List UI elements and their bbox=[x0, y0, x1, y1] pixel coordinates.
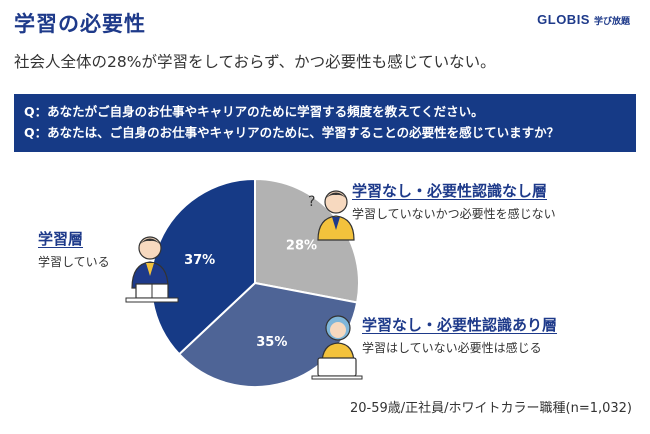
footnote: 20-59歳/正社員/ホワイトカラー職種(n=1,032) bbox=[349, 401, 632, 416]
label-no-need: 学習なし・必要性認識なし層 学習していないかつ必要性を感じない bbox=[352, 180, 556, 222]
page-title: 学習の必要性 bbox=[14, 12, 146, 36]
brand-name: GLOBIS bbox=[537, 12, 590, 27]
brand-subtitle: 学び放題 bbox=[593, 17, 630, 27]
label-need-title: 学習なし・必要性認識あり層 bbox=[362, 316, 558, 334]
label-learning-title: 学習層 bbox=[38, 230, 84, 248]
label-need-desc: 学習はしていない必要性は感じる bbox=[362, 341, 542, 355]
svg-text:?: ? bbox=[308, 194, 315, 210]
label-no-need-desc: 学習していないかつ必要性を感じない bbox=[352, 207, 556, 221]
label-no-need-title: 学習なし・必要性認識なし層 bbox=[352, 182, 548, 200]
question-1: Q：あなたがご自身のお仕事やキャリアのために学習する頻度を教えてください。 bbox=[24, 104, 484, 119]
slice-learning-value: 37% bbox=[184, 253, 215, 268]
label-need: 学習なし・必要性認識あり層 学習はしていない必要性は感じる bbox=[362, 314, 557, 356]
question-box: Q：あなたがご自身のお仕事やキャリアのために学習する頻度を教えてください。 Q：… bbox=[14, 94, 636, 152]
laptop-person-icon bbox=[311, 315, 363, 380]
brand-logo: GLOBIS 学び放題 bbox=[537, 12, 630, 27]
subtitle: 社会人全体の28%が学習をしておらず、かつ必要性も感じていない。 bbox=[14, 53, 496, 71]
question-2: Q：あなたは、ご自身のお仕事やキャリアのために、学習することの必要性を感じていま… bbox=[24, 125, 560, 140]
thinking-person-icon: ? bbox=[308, 190, 355, 241]
label-learning: 学習層 学習している bbox=[38, 228, 110, 270]
slice-no-learning-need-value: 35% bbox=[256, 335, 287, 350]
studying-person-icon bbox=[125, 236, 179, 303]
label-learning-desc: 学習している bbox=[38, 255, 110, 269]
slice-no-learning-no-need-value: 28% bbox=[286, 239, 317, 254]
